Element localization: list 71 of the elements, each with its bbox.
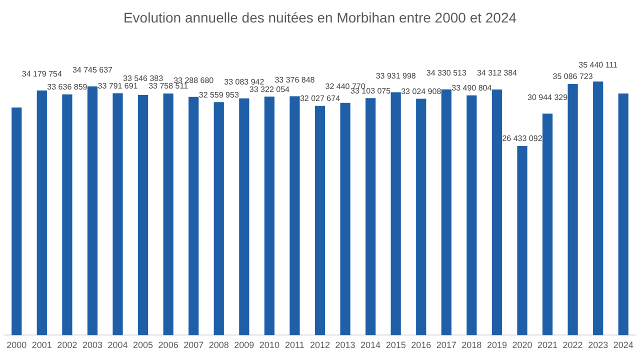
data-label: 32 559 953 [198, 90, 240, 100]
bar [188, 96, 199, 336]
bar [239, 98, 250, 336]
x-tick-label: 2003 [82, 340, 102, 350]
data-label: 33 546 383 [123, 74, 164, 84]
bar [492, 90, 502, 336]
data-label: 33 931 998 [376, 71, 416, 80]
x-tick-label: 2006 [158, 340, 178, 350]
data-label: 33 083 942 [224, 78, 265, 87]
bar [87, 86, 98, 336]
bar [390, 92, 401, 336]
x-tick-label: 2018 [462, 340, 482, 350]
x-tick-label: 2023 [588, 340, 608, 350]
data-label: 33 636 859 [47, 82, 88, 92]
bar [593, 81, 604, 336]
data-label: 33 490 804 [452, 84, 492, 93]
bar [112, 93, 123, 336]
x-tick-label: 2014 [360, 340, 381, 350]
data-label: 30 944 329 [527, 92, 568, 102]
bar [62, 94, 72, 336]
data-label: 33 758 511 [148, 82, 189, 91]
data-label: 33 791 691 [98, 81, 138, 90]
x-tick-label: 2016 [411, 340, 432, 350]
x-tick-label: 2022 [562, 340, 583, 350]
data-label: 34 312 384 [476, 68, 518, 78]
x-tick-label: 2015 [386, 340, 406, 350]
data-label: 34 745 637 [72, 66, 114, 75]
x-tick-label: 2011 [285, 340, 304, 350]
x-tick-label: 2005 [133, 340, 154, 350]
bar [542, 114, 553, 336]
data-label: 26 433 092 [502, 134, 543, 144]
x-tick-label: 2012 [310, 340, 330, 350]
x-tick-label: 2021 [538, 340, 558, 350]
bar [441, 89, 452, 336]
x-tick-label: 2008 [208, 340, 229, 350]
x-tick-label: 2010 [259, 340, 280, 350]
bar [618, 94, 628, 336]
x-tick-label: 2001 [32, 340, 52, 350]
x-tick-label: 2017 [436, 340, 456, 350]
data-label: 33 322 054 [249, 84, 290, 94]
bar [416, 98, 426, 336]
data-label: 32 027 674 [300, 94, 341, 104]
bar [12, 108, 22, 336]
bar [314, 106, 326, 336]
x-tick-label: 2007 [184, 340, 204, 350]
data-label: 33 024 908 [401, 86, 442, 96]
bar [366, 98, 376, 336]
bar [264, 96, 274, 336]
x-tick-label: 2004 [108, 340, 128, 350]
bar [36, 90, 47, 336]
bar [163, 93, 174, 336]
data-label: 35 440 111 [578, 60, 618, 70]
x-tick-label: 2000 [6, 340, 27, 350]
bar [214, 102, 224, 336]
bar [568, 84, 578, 336]
x-tick-label: 2009 [234, 340, 254, 350]
data-label: 34 179 754 [22, 70, 62, 79]
data-label: 33 376 848 [274, 75, 316, 84]
chart-title: Evolution annuelle des nuitées en Morbihan entre 2000 et 2024 [123, 9, 517, 26]
x-tick-label: 2024 [613, 340, 634, 350]
bar [466, 95, 477, 336]
x-tick-label: 2020 [512, 340, 532, 350]
bar [290, 96, 300, 336]
bar [138, 95, 148, 336]
data-label: 34 330 513 [426, 68, 467, 78]
bar [340, 102, 350, 336]
x-tick-label: 2019 [486, 340, 507, 350]
data-label: 35 086 723 [552, 72, 594, 82]
bar [517, 146, 528, 336]
x-tick-label: 2013 [335, 340, 356, 350]
x-tick-label: 2002 [57, 340, 78, 350]
